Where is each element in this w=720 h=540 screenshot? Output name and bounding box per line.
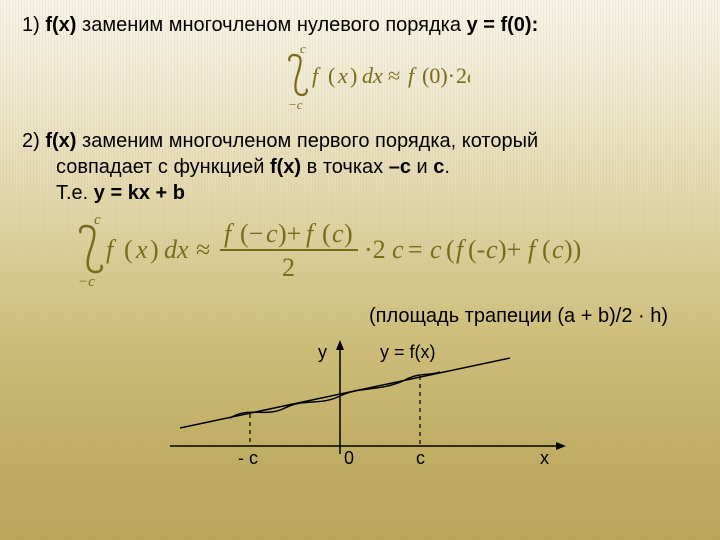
- item2-bold1: f(x): [45, 130, 76, 152]
- svg-text:x: x: [337, 63, 348, 88]
- item1-num: 1): [22, 14, 40, 36]
- item2-bold3: –с: [389, 156, 411, 178]
- svg-text:f: f: [306, 219, 317, 248]
- svg-text:f: f: [456, 235, 467, 264]
- item2-bold4: с: [433, 156, 444, 178]
- formula-2: c −c f ( x ) dx ≈ f (− c )+ f ( c ) 2: [22, 212, 698, 295]
- svg-text:(−: (−: [240, 219, 263, 248]
- svg-text:(: (: [446, 235, 455, 264]
- item2-bold2: f(x): [270, 156, 301, 178]
- svg-text:c: c: [266, 219, 278, 248]
- svg-text:dx: dx: [164, 235, 189, 264]
- svg-text:c: c: [552, 235, 564, 264]
- svg-text:2: 2: [456, 63, 467, 88]
- item1-bold1: f(x): [45, 14, 76, 36]
- y-axis-label: y: [318, 342, 327, 362]
- svg-text:f: f: [528, 235, 539, 264]
- x-axis-label: x: [540, 448, 549, 466]
- svg-text:f: f: [106, 235, 117, 264]
- item2-line1: заменим многочленом первого порядка, кот…: [76, 130, 538, 152]
- svg-text:≈: ≈: [196, 235, 210, 264]
- svg-text:f: f: [408, 63, 417, 88]
- formula-1: c −c f ( x ) dx ≈ f (0)· 2 c: [22, 43, 698, 118]
- svg-text:c: c: [94, 212, 101, 228]
- fx-label: y = f(x): [380, 342, 436, 362]
- item2-num: 2): [22, 130, 40, 152]
- svg-text:x: x: [135, 235, 148, 264]
- item2-line3a: Т.е.: [56, 182, 94, 204]
- item1-mid: заменим многочленом нулевого порядка: [76, 14, 466, 36]
- svg-text:−c: −c: [288, 97, 303, 112]
- zero-label: 0: [344, 448, 354, 466]
- svg-text:)+: )+: [278, 219, 301, 248]
- svg-text:(: (: [124, 235, 133, 264]
- svg-text:f: f: [312, 63, 321, 88]
- svg-text:(0)·: (0)·: [422, 63, 455, 88]
- svg-text:)): )): [564, 235, 581, 264]
- svg-text:(: (: [328, 63, 335, 88]
- svg-text:·2: ·2: [364, 235, 386, 264]
- svg-text:): ): [150, 235, 159, 264]
- graph: y y = f(x) - с 0 с x: [22, 336, 698, 471]
- svg-text:f: f: [224, 219, 235, 248]
- svg-text:(-: (-: [468, 235, 485, 264]
- svg-text:c: c: [332, 219, 344, 248]
- trapezoid-note: (площадь трапеции (a + b)/2 · h): [22, 305, 698, 328]
- svg-text:(: (: [322, 219, 331, 248]
- item-1: 1) f(x) заменим многочленом нулевого пор…: [22, 14, 698, 37]
- svg-text:c: c: [392, 235, 404, 264]
- svg-text:)+: )+: [498, 235, 521, 264]
- item1-bold2: y = f(0):: [467, 14, 539, 36]
- svg-text:c: c: [430, 235, 442, 264]
- c-label: с: [416, 448, 425, 466]
- svg-text:≈: ≈: [388, 63, 400, 88]
- svg-text:(: (: [542, 235, 551, 264]
- svg-text:c: c: [486, 235, 498, 264]
- svg-text:2: 2: [282, 253, 295, 282]
- item2-and: и: [411, 156, 433, 178]
- item2-line2b: в точках: [301, 156, 389, 178]
- svg-text:): ): [350, 63, 357, 88]
- neg-c-label: - с: [238, 448, 258, 466]
- svg-text:−c: −c: [78, 274, 95, 290]
- svg-text:dx: dx: [362, 63, 383, 88]
- item2-end: .: [444, 156, 450, 178]
- svg-text:): ): [344, 219, 353, 248]
- item-2: 2) f(x) заменим многочленом первого поря…: [22, 128, 698, 206]
- svg-text:=: =: [408, 235, 423, 264]
- item2-bold5: y = kx + b: [94, 182, 185, 204]
- svg-text:c: c: [300, 43, 306, 56]
- item2-line2a: совпадает с функцией: [56, 156, 270, 178]
- svg-text:c: c: [467, 63, 470, 88]
